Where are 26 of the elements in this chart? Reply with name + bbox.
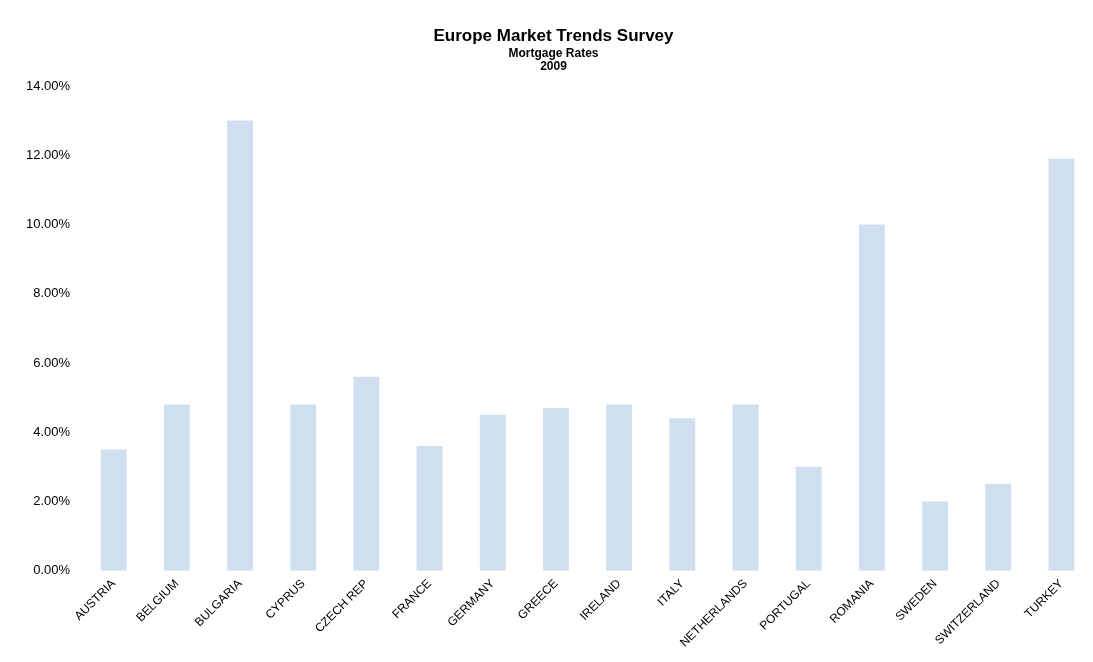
y-tick-label: 14.00% xyxy=(26,77,71,93)
y-tick-label: 4.00% xyxy=(33,423,71,439)
y-tick-label: 12.00% xyxy=(26,146,71,162)
bar xyxy=(163,404,190,571)
bar xyxy=(543,407,569,571)
bar xyxy=(669,418,696,571)
bar xyxy=(858,224,885,571)
bar xyxy=(922,501,948,571)
y-tick-label: 2.00% xyxy=(33,492,71,508)
y-tick-label: 8.00% xyxy=(33,285,71,301)
y-tick-label: 0.00% xyxy=(33,562,71,578)
y-tick-label: 10.00% xyxy=(26,216,71,232)
bar xyxy=(416,446,443,571)
bar xyxy=(985,484,1012,571)
chart-subtitle: Mortgage Rates 2009 xyxy=(508,45,599,74)
chart-title: Europe Market Trends Survey xyxy=(433,25,675,45)
bar xyxy=(795,466,822,571)
bar xyxy=(606,404,633,571)
y-tick-label: 6.00% xyxy=(33,354,71,370)
bar xyxy=(100,449,127,571)
bar xyxy=(290,404,317,571)
bar xyxy=(479,414,506,571)
bar xyxy=(1048,158,1075,571)
bar xyxy=(353,376,380,571)
bar xyxy=(227,120,253,571)
bar xyxy=(732,404,759,571)
